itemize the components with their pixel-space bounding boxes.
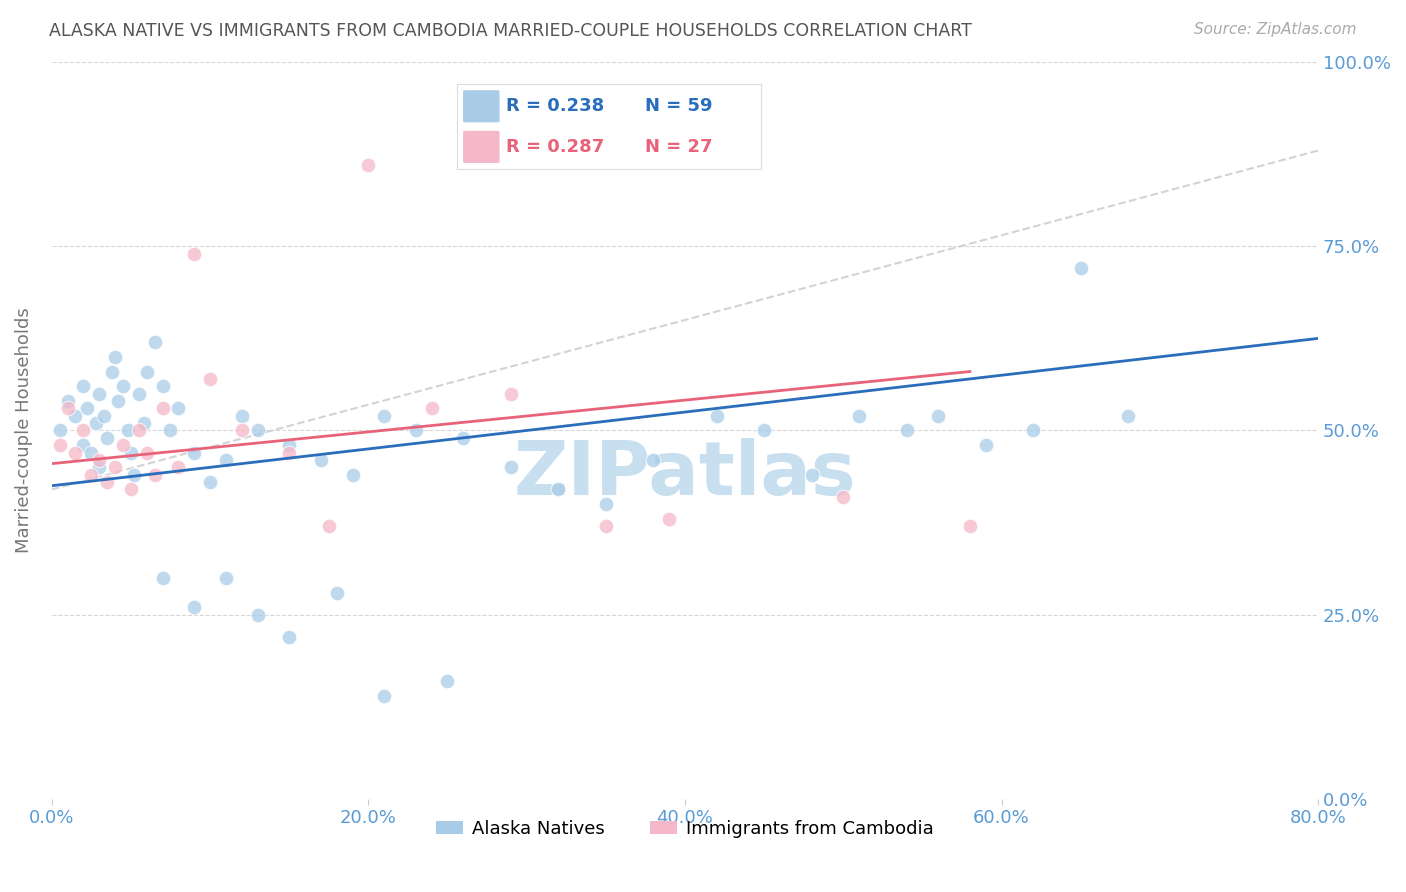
Point bbox=[143, 467, 166, 482]
Point bbox=[89, 460, 111, 475]
Text: Source: ZipAtlas.com: Source: ZipAtlas.com bbox=[1194, 22, 1357, 37]
Point bbox=[309, 453, 332, 467]
Point bbox=[183, 445, 205, 459]
Point bbox=[120, 445, 142, 459]
Point bbox=[135, 365, 157, 379]
Point bbox=[215, 571, 238, 585]
Point bbox=[65, 445, 87, 459]
Point bbox=[96, 431, 118, 445]
Point bbox=[832, 490, 855, 504]
Point bbox=[373, 409, 395, 423]
Point bbox=[56, 394, 79, 409]
Point bbox=[278, 445, 301, 459]
Point bbox=[80, 467, 103, 482]
Point bbox=[111, 379, 134, 393]
Text: ALASKA NATIVE VS IMMIGRANTS FROM CAMBODIA MARRIED-COUPLE HOUSEHOLDS CORRELATION : ALASKA NATIVE VS IMMIGRANTS FROM CAMBODI… bbox=[49, 22, 972, 40]
Point bbox=[80, 445, 103, 459]
Point bbox=[643, 453, 665, 467]
Point bbox=[93, 409, 115, 423]
Point bbox=[89, 453, 111, 467]
Legend: Alaska Natives, Immigrants from Cambodia: Alaska Natives, Immigrants from Cambodia bbox=[429, 813, 941, 845]
Point bbox=[152, 401, 174, 416]
Point bbox=[706, 409, 728, 423]
Point bbox=[215, 453, 238, 467]
Point bbox=[76, 401, 98, 416]
Point bbox=[595, 519, 617, 533]
Point bbox=[499, 460, 522, 475]
Point bbox=[318, 519, 340, 533]
Point bbox=[48, 424, 70, 438]
Point bbox=[373, 689, 395, 703]
Point bbox=[152, 571, 174, 585]
Point bbox=[104, 460, 127, 475]
Point bbox=[72, 424, 94, 438]
Point bbox=[96, 475, 118, 489]
Point bbox=[800, 467, 823, 482]
Point bbox=[152, 379, 174, 393]
Point bbox=[84, 416, 107, 430]
Point bbox=[56, 401, 79, 416]
Point bbox=[48, 438, 70, 452]
Text: ZIPatlas: ZIPatlas bbox=[513, 438, 856, 511]
Point bbox=[101, 365, 124, 379]
Point bbox=[107, 394, 129, 409]
Point bbox=[198, 475, 221, 489]
Point bbox=[117, 424, 139, 438]
Point bbox=[72, 379, 94, 393]
Point bbox=[246, 607, 269, 622]
Point bbox=[72, 438, 94, 452]
Point bbox=[325, 585, 347, 599]
Point bbox=[1116, 409, 1139, 423]
Point bbox=[420, 401, 443, 416]
Point bbox=[278, 438, 301, 452]
Point bbox=[436, 673, 458, 688]
Point bbox=[595, 497, 617, 511]
Point bbox=[104, 350, 127, 364]
Y-axis label: Married-couple Households: Married-couple Households bbox=[15, 308, 32, 553]
Point bbox=[357, 158, 380, 172]
Point bbox=[927, 409, 949, 423]
Point bbox=[143, 335, 166, 350]
Point bbox=[183, 246, 205, 260]
Point bbox=[848, 409, 870, 423]
Point bbox=[135, 445, 157, 459]
Point bbox=[89, 386, 111, 401]
Point bbox=[547, 483, 569, 497]
Point bbox=[1070, 261, 1092, 276]
Point bbox=[132, 416, 155, 430]
Point bbox=[896, 424, 918, 438]
Point bbox=[499, 386, 522, 401]
Point bbox=[231, 409, 253, 423]
Point bbox=[752, 424, 775, 438]
Point bbox=[1022, 424, 1045, 438]
Point bbox=[658, 512, 681, 526]
Point bbox=[342, 467, 364, 482]
Point bbox=[198, 372, 221, 386]
Point bbox=[405, 424, 427, 438]
Point bbox=[453, 431, 475, 445]
Point bbox=[167, 401, 190, 416]
Point bbox=[278, 630, 301, 644]
Point bbox=[974, 438, 997, 452]
Point bbox=[159, 424, 181, 438]
Point bbox=[128, 386, 150, 401]
Point bbox=[122, 467, 145, 482]
Point bbox=[65, 409, 87, 423]
Point bbox=[959, 519, 981, 533]
Point bbox=[111, 438, 134, 452]
Point bbox=[246, 424, 269, 438]
Point bbox=[167, 460, 190, 475]
Point bbox=[231, 424, 253, 438]
Point bbox=[120, 483, 142, 497]
Point bbox=[183, 600, 205, 615]
Point bbox=[128, 424, 150, 438]
